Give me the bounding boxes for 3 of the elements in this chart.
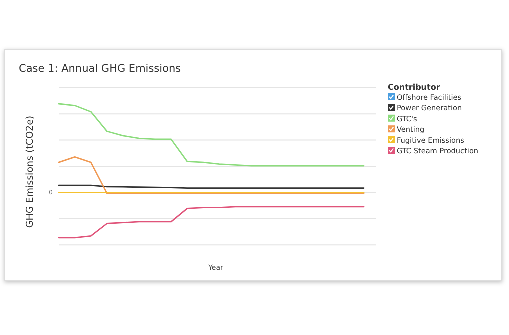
chart-title: Case 1: Annual GHG Emissions bbox=[19, 63, 182, 75]
legend-title: Contributor bbox=[388, 83, 440, 92]
y-axis-title: GHG Emissions (tCO2e) bbox=[25, 116, 36, 228]
